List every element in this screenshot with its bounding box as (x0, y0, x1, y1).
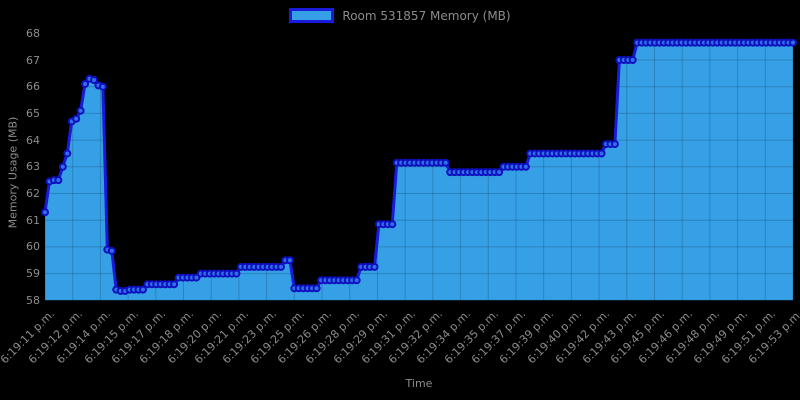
data-point[interactable] (370, 262, 379, 271)
legend-swatch-icon[interactable] (289, 8, 335, 23)
y-tick-label: 58 (26, 293, 40, 307)
data-point[interactable] (89, 76, 98, 85)
data-point[interactable] (521, 162, 530, 171)
grid-lines (44, 32, 794, 301)
data-point[interactable] (76, 106, 85, 115)
data-point[interactable] (81, 80, 90, 89)
data-point[interactable] (441, 158, 450, 167)
legend-label[interactable]: Room 531857 Memory (MB) (342, 8, 511, 23)
data-point[interactable] (72, 114, 81, 123)
y-tick-label: 61 (26, 213, 40, 227)
data-point[interactable] (41, 208, 49, 217)
y-tick-label: 65 (26, 106, 40, 120)
data-point[interactable] (276, 262, 285, 271)
series-area-fill (45, 42, 793, 301)
data-point[interactable] (107, 246, 116, 255)
y-tick-label: 63 (26, 160, 40, 174)
data-point[interactable] (138, 285, 147, 294)
x-axis-title: Time (405, 377, 433, 390)
data-point[interactable] (312, 284, 321, 293)
data-point[interactable] (63, 149, 72, 158)
data-points (41, 38, 797, 295)
data-point[interactable] (495, 168, 504, 177)
data-point[interactable] (58, 162, 67, 171)
data-point[interactable] (170, 280, 179, 289)
y-tick-label: 66 (26, 80, 40, 94)
data-point[interactable] (98, 82, 107, 91)
data-point[interactable] (232, 269, 241, 278)
data-point[interactable] (388, 220, 397, 229)
data-point[interactable] (628, 56, 637, 64)
data-point[interactable] (285, 256, 294, 265)
data-point[interactable] (597, 149, 606, 158)
y-tick-label: 68 (26, 26, 40, 40)
y-tick-label: 60 (26, 240, 40, 254)
y-tick-label: 62 (26, 187, 40, 200)
data-point[interactable] (789, 38, 797, 47)
data-point[interactable] (54, 176, 63, 185)
y-tick-label: 64 (26, 133, 40, 147)
data-point[interactable] (352, 276, 361, 285)
data-point[interactable] (610, 140, 619, 149)
legend: Room 531857 Memory (MB) (0, 8, 800, 23)
y-tick-label: 59 (26, 267, 40, 281)
y-tick-label: 67 (26, 53, 40, 67)
